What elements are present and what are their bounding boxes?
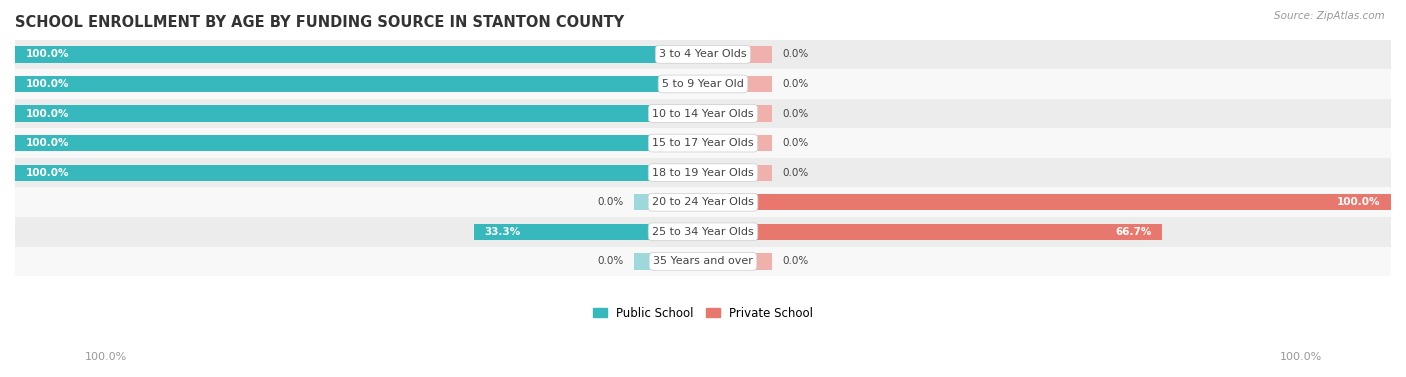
Text: 0.0%: 0.0% (782, 49, 808, 59)
Text: 0.0%: 0.0% (598, 256, 624, 267)
Bar (703, 224, 1161, 240)
Text: 35 Years and over: 35 Years and over (652, 256, 754, 267)
Text: 0.0%: 0.0% (782, 109, 808, 118)
Text: 18 to 19 Year Olds: 18 to 19 Year Olds (652, 168, 754, 178)
Bar (15, 46, 703, 63)
Bar (703, 164, 772, 181)
Bar (15, 158, 1391, 187)
Bar (703, 253, 772, 270)
Text: 66.7%: 66.7% (1115, 227, 1152, 237)
Text: 0.0%: 0.0% (598, 197, 624, 207)
Text: Source: ZipAtlas.com: Source: ZipAtlas.com (1274, 11, 1385, 21)
Bar (15, 164, 703, 181)
Text: 100.0%: 100.0% (25, 49, 69, 59)
Text: 10 to 14 Year Olds: 10 to 14 Year Olds (652, 109, 754, 118)
Bar (634, 194, 703, 210)
Text: 25 to 34 Year Olds: 25 to 34 Year Olds (652, 227, 754, 237)
Legend: Public School, Private School: Public School, Private School (588, 302, 818, 325)
Bar (15, 76, 703, 92)
Bar (15, 99, 1391, 128)
Bar (15, 135, 703, 151)
Text: 3 to 4 Year Olds: 3 to 4 Year Olds (659, 49, 747, 59)
Text: 100.0%: 100.0% (25, 138, 69, 148)
Text: 100.0%: 100.0% (1279, 352, 1322, 362)
Text: 100.0%: 100.0% (84, 352, 127, 362)
Text: 0.0%: 0.0% (782, 138, 808, 148)
Text: 0.0%: 0.0% (782, 79, 808, 89)
Text: 100.0%: 100.0% (25, 168, 69, 178)
Bar (15, 69, 1391, 99)
Bar (15, 40, 1391, 69)
Text: 100.0%: 100.0% (1337, 197, 1381, 207)
Bar (474, 224, 703, 240)
Bar (15, 106, 703, 122)
Bar (634, 253, 703, 270)
Text: 15 to 17 Year Olds: 15 to 17 Year Olds (652, 138, 754, 148)
Bar (15, 187, 1391, 217)
Text: 0.0%: 0.0% (782, 256, 808, 267)
Text: SCHOOL ENROLLMENT BY AGE BY FUNDING SOURCE IN STANTON COUNTY: SCHOOL ENROLLMENT BY AGE BY FUNDING SOUR… (15, 15, 624, 30)
Text: 100.0%: 100.0% (25, 79, 69, 89)
Text: 5 to 9 Year Old: 5 to 9 Year Old (662, 79, 744, 89)
Bar (15, 217, 1391, 247)
Text: 0.0%: 0.0% (782, 168, 808, 178)
Text: 100.0%: 100.0% (25, 109, 69, 118)
Text: 20 to 24 Year Olds: 20 to 24 Year Olds (652, 197, 754, 207)
Bar (15, 247, 1391, 276)
Bar (15, 128, 1391, 158)
Bar (703, 106, 772, 122)
Bar (703, 194, 1391, 210)
Bar (703, 76, 772, 92)
Bar (703, 135, 772, 151)
Text: 33.3%: 33.3% (484, 227, 520, 237)
Bar (703, 46, 772, 63)
